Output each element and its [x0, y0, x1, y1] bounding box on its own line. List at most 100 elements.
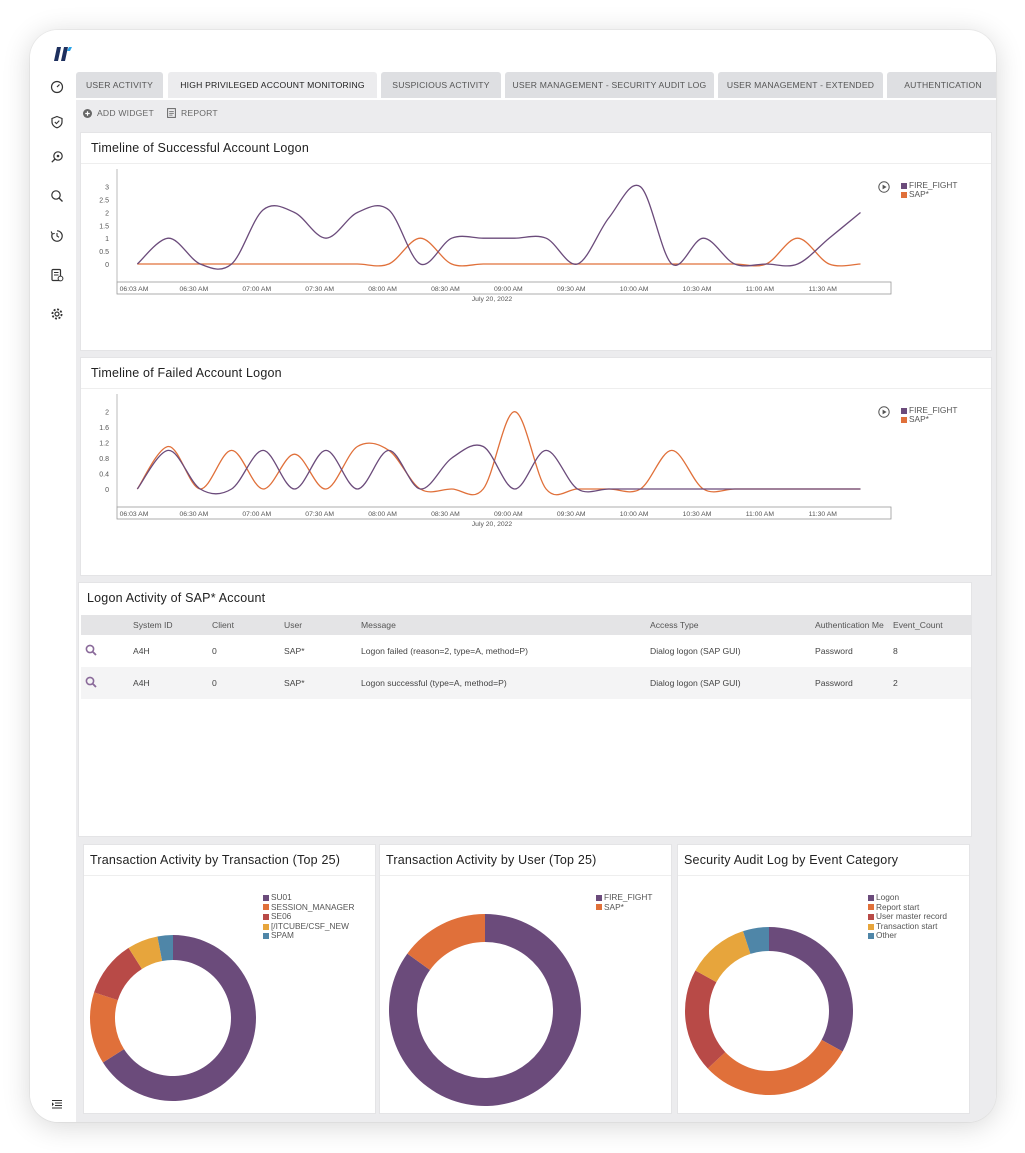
menu-icon[interactable]: [46, 1093, 68, 1115]
x-tick-label: 08:00 AM: [368, 286, 397, 293]
column-header[interactable]: System ID: [129, 615, 208, 635]
legend-item[interactable]: Report start: [868, 902, 947, 913]
legend-item[interactable]: Logon: [868, 892, 947, 903]
x-axis-band: [116, 281, 892, 295]
transaction-by-transaction-panel: Transaction Activity by Transaction (Top…: [84, 845, 375, 1113]
legend-item[interactable]: SAP*: [901, 415, 957, 424]
panel-title: Security Audit Log by Event Category: [684, 853, 899, 867]
cell-auth-method: Password: [811, 667, 889, 699]
x-tick-label: 07:00 AM: [242, 286, 271, 293]
x-axis-band: [116, 506, 892, 520]
x-tick-label: 07:30 AM: [305, 286, 334, 293]
investigate-icon[interactable]: [46, 146, 68, 168]
gear-icon[interactable]: [46, 303, 68, 325]
legend-item[interactable]: FIRE_FIGHT: [596, 892, 652, 903]
transaction-donut-chart: [90, 935, 257, 1101]
y-tick-label: 2.5: [99, 198, 109, 205]
donut-slice: [94, 947, 142, 1001]
series-line: [136, 444, 861, 495]
report-button[interactable]: REPORT: [167, 108, 218, 118]
cell-user: SAP*: [280, 667, 357, 699]
column-header[interactable]: Client: [208, 615, 280, 635]
donut-slice: [157, 935, 173, 962]
cell-access-type: Dialog logon (SAP GUI): [646, 667, 811, 699]
search-icon[interactable]: [46, 185, 68, 207]
donut-slice: [128, 936, 163, 970]
legend-item[interactable]: SESSION_MANAGER: [263, 902, 354, 913]
play-icon[interactable]: [878, 406, 890, 418]
plus-circle-icon: [83, 108, 92, 118]
legend-item[interactable]: Other: [868, 931, 947, 941]
legend-item[interactable]: FIRE_FIGHT: [901, 181, 957, 190]
cell-message: Logon successful (type=A, method=P): [357, 667, 646, 699]
legend-item[interactable]: FIRE_FIGHT: [901, 406, 957, 415]
panel-title: Timeline of Failed Account Logon: [91, 366, 282, 380]
column-header[interactable]: Access Type: [646, 615, 811, 635]
tab-user-management-security-audit-log[interactable]: USER MANAGEMENT - SECURITY AUDIT LOG: [505, 72, 714, 98]
user-donut-chart: [389, 914, 581, 1106]
x-tick-label: 06:30 AM: [180, 286, 209, 293]
tab-user-activity[interactable]: USER ACTIVITY: [76, 72, 163, 98]
cell-client: 0: [208, 667, 280, 699]
x-tick-label: 11:30 AM: [809, 511, 838, 518]
column-header[interactable]: Event_Count: [889, 615, 971, 635]
logon-activity-panel: Logon Activity of SAP* Account System ID…: [79, 583, 971, 836]
donut-slice: [743, 927, 769, 954]
legend-item[interactable]: SU01: [263, 892, 354, 903]
donut-slice: [407, 914, 485, 971]
table-header: System ID Client User Message Access Typ…: [81, 615, 971, 635]
column-header[interactable]: User: [280, 615, 357, 635]
x-tick-label: 08:30 AM: [431, 286, 460, 293]
tab-suspicious-activity[interactable]: SUSPICIOUS ACTIVITY: [381, 72, 501, 98]
legend-item[interactable]: User master record: [868, 912, 947, 922]
cell-user: SAP*: [284, 646, 305, 656]
x-tick-label: 10:30 AM: [683, 286, 712, 293]
legend-item[interactable]: [/ITCUBE/CSF_NEW: [263, 921, 354, 932]
y-tick-label: 0.5: [99, 249, 109, 256]
tab-authentication[interactable]: AUTHENTICATION: [887, 72, 996, 98]
column-header[interactable]: Authentication Me: [811, 615, 889, 635]
column-header[interactable]: Message: [357, 615, 646, 635]
play-icon[interactable]: [878, 181, 890, 193]
x-tick-label: 07:30 AM: [305, 511, 334, 518]
legend-item[interactable]: SE06: [263, 912, 354, 922]
document-icon: [167, 108, 176, 118]
y-tick-label: 0: [105, 262, 109, 269]
cell-system-id: A4H: [129, 667, 208, 699]
donut-slice: [695, 931, 751, 983]
add-widget-button[interactable]: ADD WIDGET: [83, 108, 154, 118]
magnifier-icon[interactable]: [85, 644, 97, 656]
event-category-donut-chart: [685, 927, 853, 1095]
tab-user-management-extended[interactable]: USER MANAGEMENT - EXTENDED: [718, 72, 883, 98]
cell-auth-method: Password: [815, 646, 853, 656]
x-tick-label: 10:00 AM: [620, 286, 649, 293]
x-tick-label: 08:00 AM: [368, 511, 397, 518]
legend-item[interactable]: Transaction start: [868, 921, 947, 932]
legend-item[interactable]: SAP*: [596, 902, 652, 913]
x-tick-label: 11:30 AM: [809, 286, 838, 293]
report-icon[interactable]: [46, 264, 68, 286]
x-tick-label: 06:30 AM: [180, 511, 209, 518]
cell-event-count: 8: [893, 646, 898, 656]
x-tick-label: 10:30 AM: [683, 511, 712, 518]
report-label: REPORT: [181, 108, 218, 118]
column-header: [81, 615, 129, 635]
x-tick-label: 08:30 AM: [431, 511, 460, 518]
x-tick-label: 09:30 AM: [557, 286, 586, 293]
legend-item[interactable]: SPAM: [263, 931, 354, 941]
brand-logo[interactable]: [52, 44, 72, 64]
series-line: [136, 184, 861, 270]
table-row[interactable]: A4H 0 SAP* Logon failed (reason=2, type=…: [81, 635, 971, 667]
panel-title: Transaction Activity by User (Top 25): [386, 853, 597, 867]
magnifier-icon[interactable]: [85, 676, 97, 688]
dashboard-icon[interactable]: [46, 76, 68, 98]
x-tick-label: 11:00 AM: [746, 286, 775, 293]
history-icon[interactable]: [46, 225, 68, 247]
donut-slice: [685, 970, 726, 1069]
tab-high-privileged-account-monitoring[interactable]: HIGH PRIVILEGED ACCOUNT MONITORING: [168, 72, 377, 98]
x-tick-label: 06:03 AM: [120, 286, 149, 293]
table-row[interactable]: A4H 0 SAP* Logon successful (type=A, met…: [81, 667, 971, 699]
shield-icon[interactable]: [46, 111, 68, 133]
y-tick-label: 0: [105, 487, 109, 494]
legend-item[interactable]: SAP*: [901, 190, 957, 199]
